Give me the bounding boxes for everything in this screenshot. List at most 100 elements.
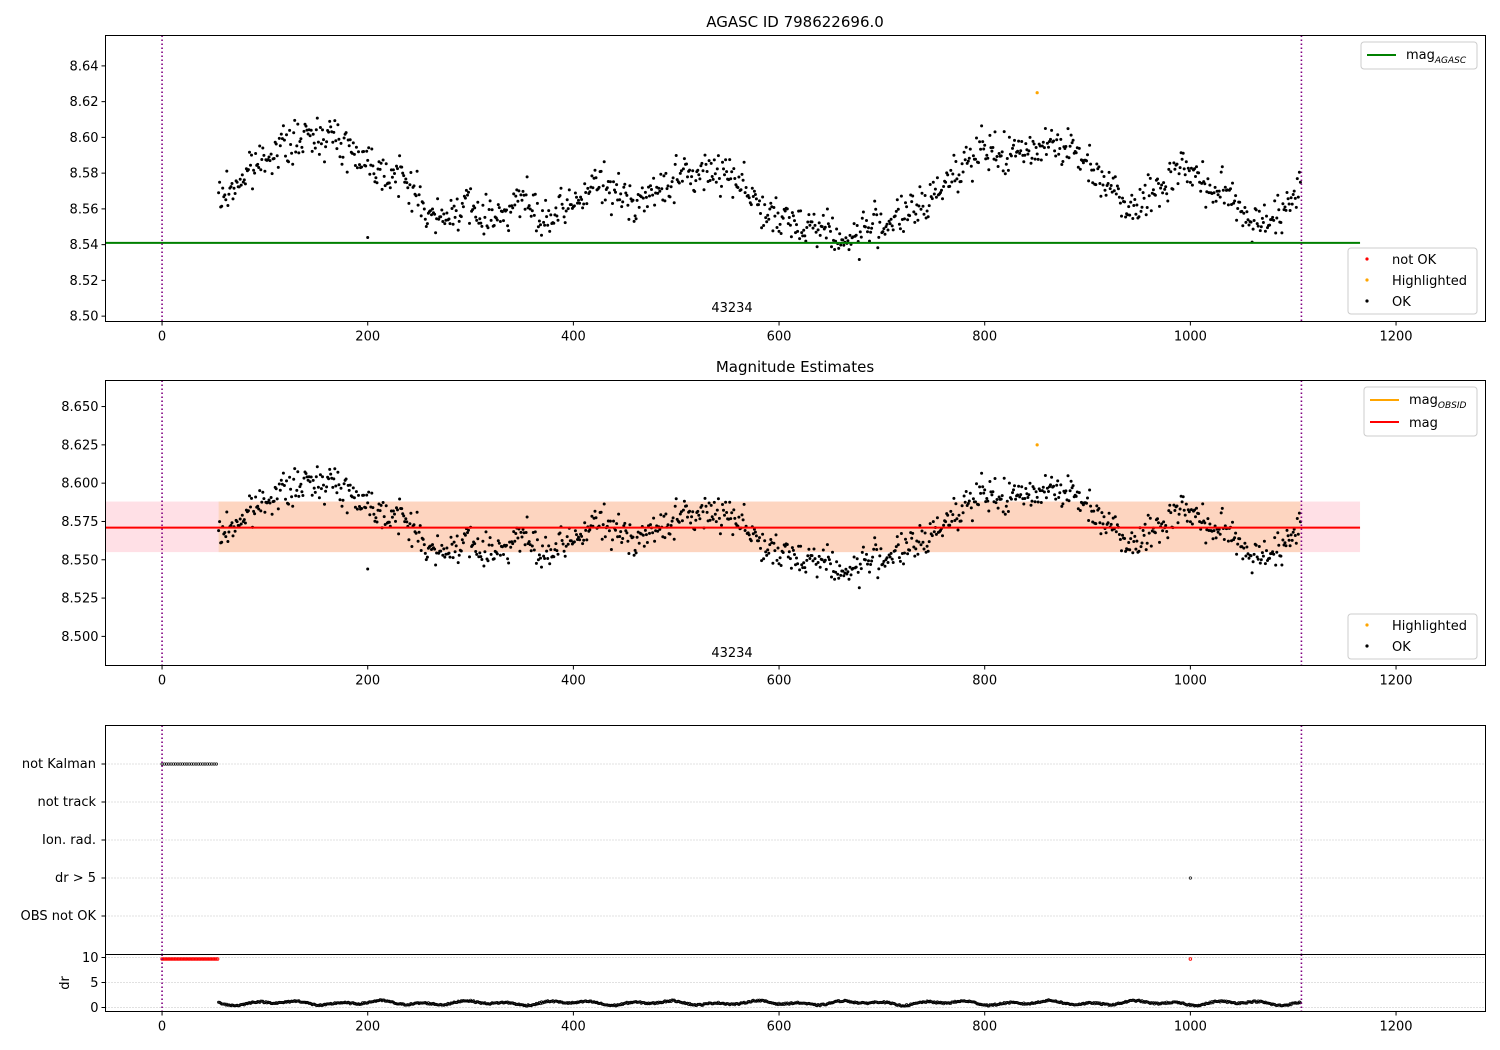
ok-point [1013,138,1016,142]
ok-point [1038,144,1042,148]
ok-point [1195,506,1198,510]
ok-point [950,519,954,523]
ok-point [1041,140,1045,144]
ok-point [642,544,646,548]
ok-point [313,490,317,494]
legend-highlighted-marker-2 [1365,623,1369,627]
ok-point [866,230,869,234]
ok-point [935,516,939,520]
y-tick-label: 8.625 [61,438,98,453]
y-tick-label: 0 [90,1001,98,1016]
ok-point [1059,483,1063,487]
ok-point [302,129,306,133]
ok-point [858,230,862,234]
ok-point [594,516,598,520]
ok-point [1197,512,1201,516]
ok-point [353,505,357,509]
ok-point [489,552,493,556]
ok-point [934,532,938,536]
ok-point [519,530,523,534]
ok-point [1143,183,1147,187]
ok-point [414,194,418,198]
ok-point [1061,502,1065,506]
ok-point [1035,152,1039,156]
ok-point [583,521,587,525]
ok-point [366,236,370,239]
ok-point [956,190,960,194]
ok-point [1121,533,1124,537]
ok-point [383,523,387,526]
ok-point [990,149,994,153]
ok-point [896,207,900,211]
ok-point [586,186,590,190]
ok-point [977,161,980,165]
ok-point [969,164,973,168]
ok-point [774,533,778,537]
ok-point [1254,208,1258,212]
ok-point [524,531,528,534]
ok-point [1235,552,1239,556]
ok-point [294,494,298,498]
ok-point [1123,537,1127,540]
panel-magnitude-frame [105,380,1486,666]
ok-point [248,150,251,154]
ok-point [942,523,946,527]
ok-point [514,532,518,535]
ok-point [690,175,694,179]
ok-point [1058,147,1062,150]
ok-point [442,547,446,551]
ok-point [903,217,906,221]
legend-ok-marker-2 [1365,644,1369,648]
ok-point [1095,162,1099,166]
ok-point [854,565,858,569]
ok-point [961,170,965,174]
ok-point [705,510,709,514]
ok-point [324,489,328,493]
ok-point [554,542,558,546]
dr-red-point [214,957,218,961]
ok-point [1243,541,1247,545]
ok-point [619,530,623,534]
ok-point [218,180,222,184]
ok-point [1180,157,1184,161]
ok-point [603,198,607,202]
ok-point [1285,191,1289,194]
ok-point [578,201,582,205]
ok-point [1158,204,1161,208]
ok-point [1069,479,1073,483]
ok-point [552,221,556,225]
ok-point [619,192,623,196]
ok-point [802,228,806,232]
dr-red-point [188,957,192,961]
ok-point [953,179,957,183]
ok-point [1117,533,1121,536]
ok-point [1213,185,1217,189]
ok-point [1148,516,1152,520]
ok-point [1104,531,1108,535]
ok-point [1024,487,1028,490]
ok-point [926,215,930,219]
ok-point [1060,163,1064,166]
ok-point [1249,220,1253,224]
ok-point [677,181,681,185]
ok-point [1087,519,1091,522]
ok-point [1291,530,1295,534]
panel-flags-points [160,762,1192,880]
ok-point [366,501,370,505]
ok-point [895,535,899,539]
ok-point [511,206,515,210]
ok-point [627,552,631,555]
dr-red-point [183,957,187,961]
ok-point [1097,507,1101,510]
ok-point [1293,196,1297,200]
ok-point [1005,499,1009,503]
ok-point [481,203,485,207]
ok-point [1019,149,1023,153]
ok-point [327,130,331,134]
ok-point [537,219,541,223]
ok-point [818,233,822,237]
ok-point [981,485,985,489]
ok-point [1165,192,1169,196]
ok-point [364,164,368,168]
